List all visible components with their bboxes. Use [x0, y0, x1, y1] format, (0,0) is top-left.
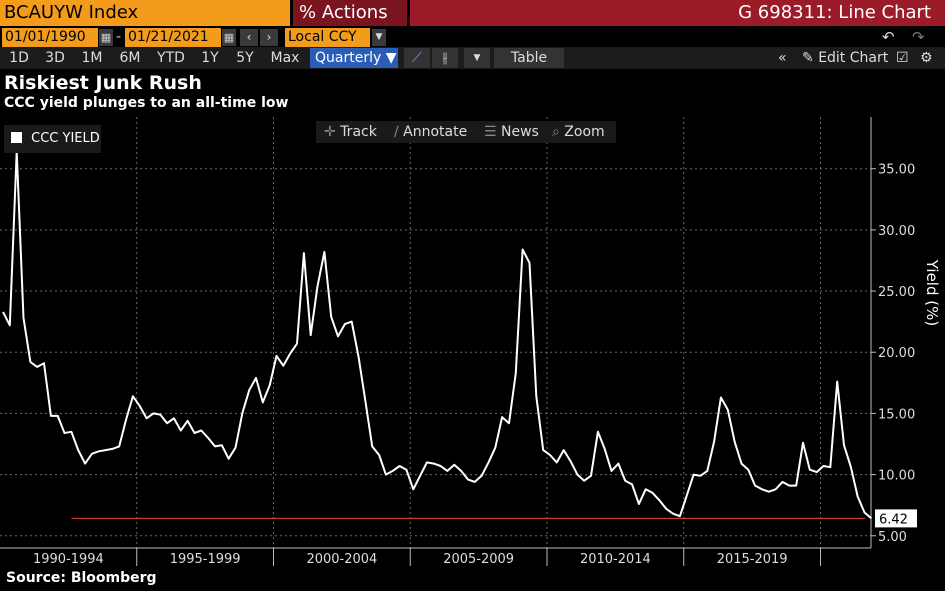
range-max[interactable]: Max — [270, 50, 300, 66]
zoom-label: Zoom — [564, 124, 605, 140]
y-tick-label: 25.00 — [878, 285, 915, 300]
line-chart: 5.00 10.00 15.00 20.00 25.00 30.00 35.00 1990-… — [0, 117, 941, 567]
chevron-down-icon: ▼ — [385, 50, 397, 66]
calendar-icon[interactable]: ▦ — [99, 29, 113, 46]
range-bar: 1D 3D 1M 6M YTD 1Y 5Y Max Quarterly ▼ ⟋ … — [0, 47, 945, 69]
series-line-ccc-yield — [2, 150, 873, 520]
chart-tools: ✛ Track ∕ Annotate ☰ News ⌕ Zoom — [316, 121, 616, 143]
ticker-field[interactable]: BCAUYW Index — [0, 0, 290, 26]
range-1y[interactable]: 1Y — [201, 50, 219, 66]
x-tick-label: 2015-2019 — [717, 552, 788, 567]
source-note: Source: Bloomberg — [6, 570, 157, 586]
legend-swatch — [11, 132, 22, 143]
x-tick-label: 2000-2004 — [306, 552, 377, 567]
news-icon: ☰ — [484, 124, 497, 140]
chart-title: Riskiest Junk Rush — [4, 72, 202, 94]
edit-chart-button[interactable]: ✎ Edit Chart — [802, 47, 888, 69]
legend-label: CCC YIELD — [31, 131, 100, 146]
range-3d[interactable]: 3D — [45, 50, 65, 66]
chevron-down-icon[interactable]: ▼ — [464, 48, 490, 68]
date-bar: 01/01/1990 ▦ - 01/21/2021 ▦ ‹ › Local CC… — [0, 26, 945, 48]
table-button[interactable]: Table — [494, 48, 564, 68]
chevron-down-icon[interactable]: ▼ — [372, 29, 386, 46]
menu-96-icon: % — [299, 2, 317, 23]
y-axis: 5.00 10.00 15.00 20.00 25.00 30.00 35.00 — [870, 117, 915, 548]
track-tool[interactable]: ✛ Track — [324, 121, 377, 143]
header-bar: BCAUYW Index % Actions ▼ G 698311: Line … — [0, 0, 945, 44]
pencil-icon: ∕ — [394, 124, 399, 140]
frequency-label: Quarterly — [315, 50, 382, 66]
chart-name: G 698311: Line Chart — [738, 2, 931, 23]
range-6m[interactable]: 6M — [119, 50, 141, 66]
y-tick-label: 15.00 — [878, 407, 915, 422]
collapse-icon[interactable]: « — [778, 50, 787, 66]
actions-button[interactable]: % Actions ▼ — [293, 0, 407, 44]
news-label: News — [501, 124, 539, 140]
start-date-input[interactable]: 01/01/1990 — [2, 28, 98, 47]
pencil-icon: ✎ — [802, 50, 814, 66]
y-tick-label: 35.00 — [878, 163, 915, 178]
range-1m[interactable]: 1M — [81, 50, 103, 66]
y-axis-label: Yield (%) — [923, 259, 941, 326]
currency-select[interactable]: Local CCY — [285, 28, 370, 47]
last-value-badge: 6.42 — [875, 509, 917, 528]
next-arrow-icon[interactable]: › — [260, 29, 278, 46]
y-tick-label: 10.00 — [878, 469, 915, 484]
edit-settings-icon[interactable]: ☑ — [896, 50, 909, 66]
legend[interactable]: CCC YIELD — [4, 125, 101, 153]
actions-label: Actions — [321, 2, 388, 23]
chart-subtitle: CCC yield plunges to an all-time low — [4, 95, 289, 111]
range-5y[interactable]: 5Y — [236, 50, 254, 66]
range-1d[interactable]: 1D — [9, 50, 29, 66]
calendar-icon[interactable]: ▦ — [222, 29, 236, 46]
annotate-label: Annotate — [403, 124, 468, 140]
y-tick-label: 5.00 — [878, 530, 907, 545]
track-label: Track — [340, 124, 377, 140]
x-axis: 1990-1994 1995-1999 2000-2004 2005-2009 2010… — [0, 547, 871, 567]
gridlines — [0, 117, 871, 548]
zoom-tool[interactable]: ⌕ Zoom — [552, 121, 605, 143]
annotate-tool[interactable]: ∕ Annotate — [394, 121, 467, 143]
last-value-label: 6.42 — [879, 512, 908, 527]
search-icon: ⌕ — [552, 124, 560, 140]
y-tick-label: 30.00 — [878, 224, 915, 239]
x-tick-label: 1990-1994 — [33, 552, 104, 567]
end-date-input[interactable]: 01/21/2021 — [125, 28, 221, 47]
bar-chart-icon[interactable]: ⫲ — [432, 48, 458, 68]
prev-arrow-icon[interactable]: ‹ — [240, 29, 258, 46]
chart-name-bar: G 698311: Line Chart — [410, 0, 945, 26]
gear-icon[interactable]: ⚙ — [920, 50, 933, 66]
y-tick-label: 20.00 — [878, 346, 915, 361]
x-tick-label: 2005-2009 — [443, 552, 514, 567]
date-separator: - — [116, 29, 122, 45]
x-tick-label: 1995-1999 — [170, 552, 241, 567]
frequency-select[interactable]: Quarterly ▼ — [310, 48, 398, 68]
x-tick-label: 2010-2014 — [580, 552, 651, 567]
undo-icon[interactable]: ↶ — [882, 28, 895, 46]
line-chart-icon[interactable]: ⟋ — [404, 48, 430, 68]
crosshair-icon: ✛ — [324, 124, 336, 140]
news-tool[interactable]: ☰ News — [484, 121, 539, 143]
range-ytd[interactable]: YTD — [157, 50, 185, 66]
edit-chart-label: Edit Chart — [818, 50, 889, 66]
redo-icon[interactable]: ↷ — [912, 28, 925, 46]
